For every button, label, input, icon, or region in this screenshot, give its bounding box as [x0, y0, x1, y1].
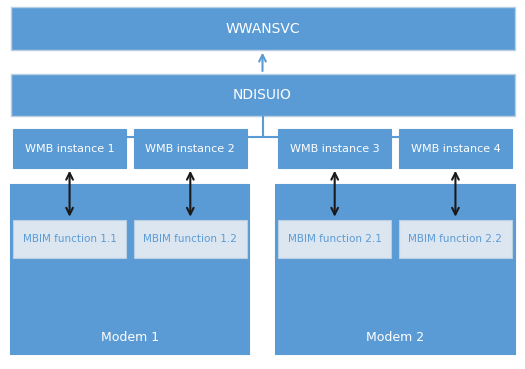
Bar: [10, 7, 514, 50]
Bar: [276, 184, 514, 354]
Bar: [13, 220, 126, 258]
Bar: [10, 74, 514, 116]
Bar: [399, 220, 512, 258]
Text: WMB instance 3: WMB instance 3: [290, 144, 380, 154]
Text: MBIM function 1.1: MBIM function 1.1: [23, 234, 117, 244]
Text: WMB instance 1: WMB instance 1: [25, 144, 114, 154]
Text: WMB instance 2: WMB instance 2: [145, 144, 235, 154]
Text: NDISUIO: NDISUIO: [233, 88, 292, 102]
Bar: [278, 129, 391, 168]
Text: Modem 1: Modem 1: [101, 331, 159, 344]
Text: Modem 2: Modem 2: [366, 331, 424, 344]
Text: WWANSVC: WWANSVC: [225, 22, 300, 35]
Text: MBIM function 2.1: MBIM function 2.1: [288, 234, 382, 244]
Text: MBIM function 1.2: MBIM function 1.2: [143, 234, 237, 244]
Text: WMB instance 4: WMB instance 4: [411, 144, 500, 154]
Bar: [278, 220, 391, 258]
Bar: [134, 220, 247, 258]
Bar: [134, 129, 247, 168]
Bar: [13, 129, 126, 168]
Text: MBIM function 2.2: MBIM function 2.2: [408, 234, 502, 244]
Bar: [399, 129, 512, 168]
Bar: [10, 184, 249, 354]
